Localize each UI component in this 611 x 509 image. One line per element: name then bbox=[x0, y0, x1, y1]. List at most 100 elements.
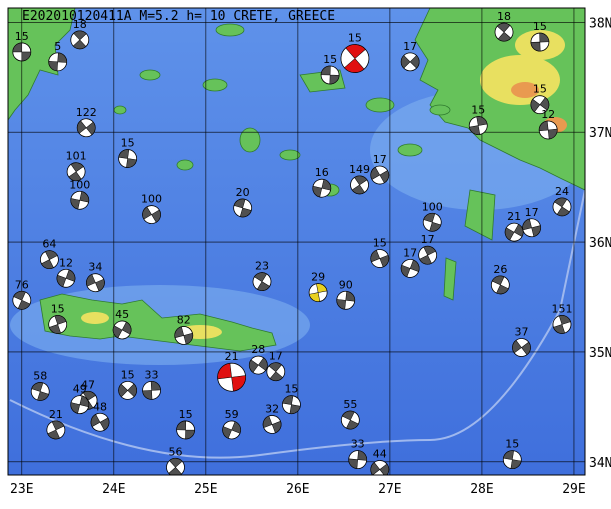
x-tick-label: 23E bbox=[10, 482, 33, 497]
focal-mechanism bbox=[142, 380, 161, 400]
beachball-lobes bbox=[423, 213, 442, 232]
beachball-lobes bbox=[282, 395, 301, 414]
beachball-lobes bbox=[400, 55, 420, 69]
focal-mechanism bbox=[530, 32, 550, 52]
x-tick-label: 28E bbox=[470, 482, 493, 497]
depth-label: 15 bbox=[471, 104, 485, 117]
focal-mechanism bbox=[340, 44, 370, 73]
focal-mechanism bbox=[370, 460, 390, 475]
map-frame bbox=[7, 7, 586, 476]
depth-label: 15 bbox=[323, 53, 337, 66]
depth-label: 23 bbox=[255, 260, 269, 273]
depth-label: 20 bbox=[236, 186, 250, 199]
focal-mechanism bbox=[340, 410, 360, 430]
beachball-lobes bbox=[262, 415, 282, 434]
focal-mechanism bbox=[502, 450, 522, 470]
depth-label: 49 bbox=[73, 383, 87, 396]
beachball-lobes bbox=[48, 52, 67, 72]
focal-mechanism bbox=[66, 162, 86, 182]
depth-label: 17 bbox=[403, 246, 417, 259]
focal-mechanism bbox=[48, 315, 68, 334]
focal-mechanism bbox=[12, 290, 32, 310]
x-tick-label: 27E bbox=[378, 482, 401, 497]
depth-label: 44 bbox=[373, 448, 387, 461]
y-tick-label: 38N bbox=[589, 16, 611, 31]
depth-label: 15 bbox=[179, 408, 193, 421]
depth-label: 15 bbox=[505, 438, 519, 451]
depth-label: 12 bbox=[541, 108, 555, 121]
depth-label: 101 bbox=[66, 150, 87, 163]
focal-mechanism bbox=[12, 42, 32, 62]
depth-label: 149 bbox=[349, 163, 370, 176]
focal-mechanism bbox=[490, 275, 510, 295]
focal-mechanism bbox=[76, 118, 96, 138]
beachball-lobes bbox=[142, 206, 161, 223]
depth-label: 82 bbox=[177, 313, 191, 326]
depth-label: 15 bbox=[15, 30, 29, 43]
beachball-lobes bbox=[469, 116, 488, 135]
depth-label: 45 bbox=[115, 308, 129, 321]
depth-label: 59 bbox=[225, 408, 239, 421]
beachball-lobes bbox=[90, 414, 110, 431]
beachball-lobes bbox=[72, 30, 87, 50]
beachball-lobes bbox=[70, 191, 90, 210]
focal-mechanism bbox=[266, 362, 286, 382]
beachball-lobes bbox=[351, 175, 368, 195]
focal-mechanism bbox=[30, 382, 50, 401]
y-tick-label: 34N bbox=[589, 456, 611, 471]
beachball-lobes bbox=[530, 97, 550, 113]
depth-label: 16 bbox=[315, 166, 329, 179]
y-tick-label: 37N bbox=[589, 126, 611, 141]
focal-mechanism bbox=[176, 420, 196, 440]
beachball-lobes bbox=[370, 249, 389, 268]
focal-mechanism bbox=[174, 326, 194, 345]
depth-label: 5 bbox=[54, 40, 61, 53]
depth-label: 56 bbox=[168, 445, 182, 458]
focal-mechanism bbox=[400, 52, 420, 72]
beachball-lobes bbox=[344, 44, 366, 73]
depth-label: 18 bbox=[73, 18, 87, 31]
depth-label: 28 bbox=[251, 343, 265, 356]
focal-mechanism bbox=[70, 190, 90, 210]
beachball-lobes bbox=[176, 420, 195, 440]
depth-label: 34 bbox=[88, 261, 102, 274]
focal-mechanism bbox=[118, 380, 138, 400]
depth-label: 21 bbox=[507, 210, 521, 223]
depth-label: 100 bbox=[141, 193, 162, 206]
focal-mechanism bbox=[350, 175, 369, 195]
beachball-lobes bbox=[370, 462, 389, 475]
depth-label: 15 bbox=[51, 302, 65, 315]
depth-label: 100 bbox=[422, 200, 443, 213]
x-tick-label: 29E bbox=[562, 482, 585, 497]
focal-mechanism bbox=[400, 259, 420, 278]
focal-mechanism bbox=[70, 395, 90, 415]
focal-mechanism bbox=[222, 420, 242, 440]
focal-mechanism bbox=[552, 197, 572, 217]
focal-mechanism bbox=[118, 149, 138, 168]
focal-mechanism bbox=[166, 457, 185, 475]
depth-label: 47 bbox=[81, 378, 95, 391]
focal-mechanism bbox=[282, 395, 301, 415]
beachball-lobes bbox=[13, 291, 31, 310]
beachball-lobes bbox=[118, 383, 137, 398]
depth-label: 15 bbox=[121, 137, 135, 150]
focal-mechanism bbox=[248, 355, 268, 375]
beachball-lobes bbox=[112, 321, 132, 339]
focal-mechanism bbox=[217, 362, 247, 392]
depth-label: 122 bbox=[76, 106, 97, 119]
beachball-lobes bbox=[233, 198, 252, 218]
y-tick-label: 35N bbox=[589, 346, 611, 361]
depth-label: 33 bbox=[351, 438, 365, 451]
depth-label: 90 bbox=[339, 278, 353, 291]
focal-mechanism bbox=[494, 22, 514, 42]
focal-mechanism bbox=[320, 65, 340, 85]
depth-label: 33 bbox=[145, 368, 159, 381]
focal-mechanism bbox=[70, 30, 90, 50]
x-tick-label: 25E bbox=[194, 482, 217, 497]
focal-mechanism bbox=[370, 165, 390, 185]
beachball-lobes bbox=[512, 339, 531, 356]
depth-label: 21 bbox=[49, 408, 63, 421]
focal-mechanism bbox=[233, 198, 253, 218]
beachball-lobes bbox=[222, 421, 241, 439]
